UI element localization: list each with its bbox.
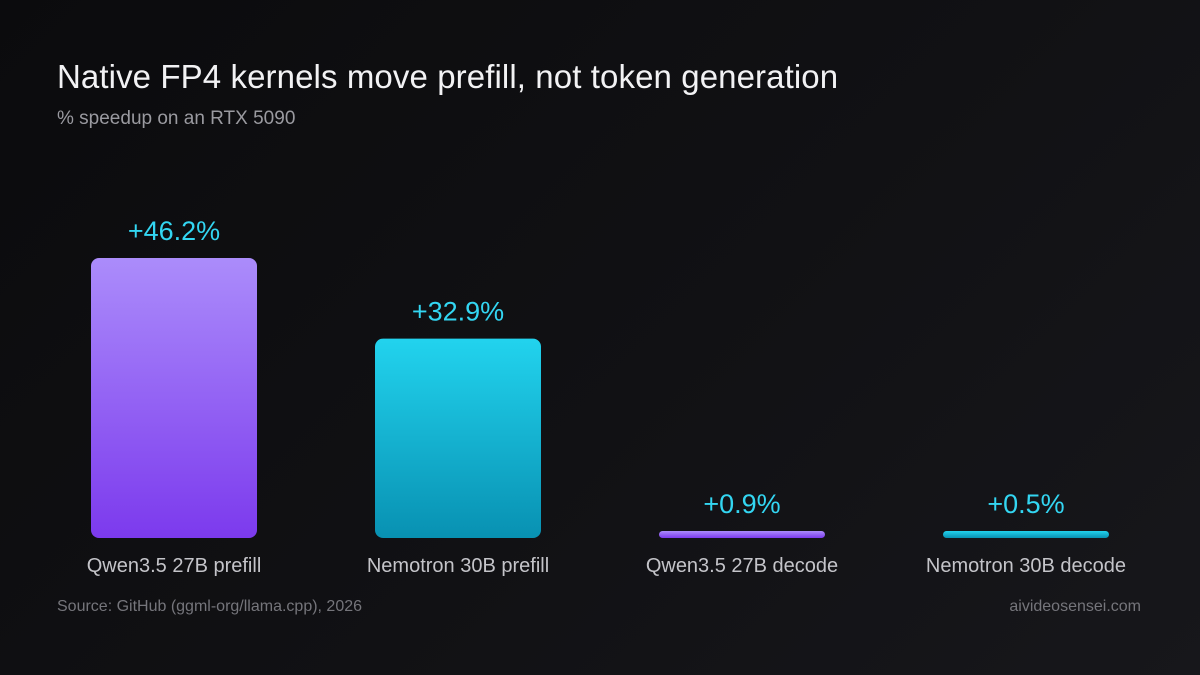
value-label-2: +32.9% [412,297,504,327]
bar-2 [375,338,541,538]
value-label-3: +0.9% [703,489,780,519]
source-note: Source: GitHub (ggml-org/llama.cpp), 202… [57,598,363,615]
value-label-1: +46.2% [128,216,220,246]
chart-subtitle: % speedup on an RTX 5090 [57,108,296,129]
site-credit: aivideosensei.com [1009,598,1141,615]
bar-4 [943,531,1109,538]
bar-1 [91,258,257,538]
value-label-4: +0.5% [987,489,1064,519]
bar-3 [659,531,825,538]
category-label-2: Nemotron 30B prefill [367,555,549,577]
category-label-4: Nemotron 30B decode [926,555,1126,577]
category-label-1: Qwen3.5 27B prefill [87,555,262,577]
category-label-3: Qwen3.5 27B decode [646,555,838,577]
chart-title: Native FP4 kernels move prefill, not tok… [57,58,839,95]
bars-group: +46.2% Qwen3.5 27B prefill +32.9% Nemotron … [87,216,1126,577]
